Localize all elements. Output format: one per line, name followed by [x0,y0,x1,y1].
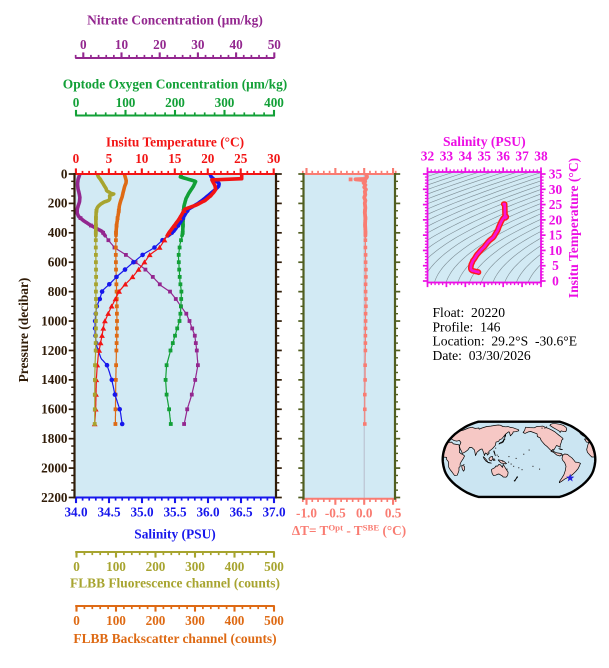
svg-text:20: 20 [153,37,167,52]
svg-text:5: 5 [106,151,113,166]
svg-text:15: 15 [549,228,563,243]
svg-text:10: 10 [135,151,149,166]
svg-text:36.0: 36.0 [196,505,219,520]
svg-text:10: 10 [549,243,563,258]
svg-text:1200: 1200 [41,343,68,358]
svg-text:100: 100 [106,613,126,628]
svg-text:20: 20 [549,212,563,227]
svg-text:300: 300 [185,559,205,574]
svg-text:34.5: 34.5 [97,505,120,520]
svg-text:25: 25 [549,197,563,212]
svg-text:0: 0 [73,613,80,628]
svg-text:50: 50 [268,37,282,52]
svg-text:37.0: 37.0 [262,505,285,520]
svg-text:0: 0 [73,559,80,574]
svg-text:35: 35 [478,149,492,164]
svg-text:FLBB Fluorescence channel (cou: FLBB Fluorescence channel (counts) [70,576,280,591]
svg-text:34: 34 [459,149,473,164]
svg-text:25: 25 [234,151,248,166]
svg-text:Salinity (PSU): Salinity (PSU) [443,134,526,150]
svg-text:500: 500 [264,559,284,574]
svg-text:35.0: 35.0 [130,505,153,520]
svg-text:0: 0 [61,166,68,181]
svg-text:Pressure (decibar): Pressure (decibar) [16,278,31,383]
svg-text:400: 400 [48,225,68,240]
svg-text:2000: 2000 [41,460,68,475]
svg-text:300: 300 [215,95,235,110]
svg-text:1800: 1800 [41,431,68,446]
svg-text:800: 800 [48,284,68,299]
svg-text:Date: 03/30/2026: Date: 03/30/2026 [433,348,531,363]
svg-text:1000: 1000 [41,313,68,328]
svg-text:30: 30 [267,151,281,166]
svg-text:35: 35 [549,167,563,182]
svg-text:2200: 2200 [41,490,68,505]
svg-text:500: 500 [264,613,284,628]
svg-text:10: 10 [115,37,129,52]
svg-text:-0.5: -0.5 [325,506,346,521]
svg-text:40: 40 [230,37,244,52]
svg-text:200: 200 [165,95,185,110]
svg-text:30: 30 [191,37,205,52]
svg-text:38: 38 [534,149,548,164]
svg-text:200: 200 [48,196,68,211]
svg-text:36: 36 [497,149,511,164]
svg-text:600: 600 [48,255,68,270]
svg-text:100: 100 [106,559,126,574]
svg-text:1600: 1600 [41,402,68,417]
svg-text:200: 200 [146,559,166,574]
svg-text:Optode Oxygen Concentration (μ: Optode Oxygen Concentration (μm/kg) [63,77,287,92]
svg-text:400: 400 [264,95,284,110]
svg-text:Nitrate Concentration (μm/kg): Nitrate Concentration (μm/kg) [87,13,263,28]
svg-text:32: 32 [421,149,435,164]
svg-text:35.5: 35.5 [163,505,186,520]
svg-text:200: 200 [146,613,166,628]
svg-text:Insitu Temperature (°C): Insitu Temperature (°C) [106,135,244,150]
svg-text:0: 0 [80,37,87,52]
svg-text:37: 37 [515,149,529,164]
svg-text:5: 5 [552,258,559,273]
svg-text:36.5: 36.5 [229,505,252,520]
svg-text:0: 0 [73,95,80,110]
svg-text:300: 300 [185,613,205,628]
svg-text:30: 30 [549,182,563,197]
svg-text:FLBB Backscatter channel (coun: FLBB Backscatter channel (counts) [73,631,276,646]
svg-text:15: 15 [168,151,182,166]
svg-text:33: 33 [440,149,454,164]
svg-text:0.0: 0.0 [356,506,373,521]
svg-text:ΔT= TOpt - TSBE (°C): ΔT= TOpt - TSBE (°C) [292,523,406,539]
svg-text:1400: 1400 [41,372,68,387]
svg-text:Insitu Temperature (°C): Insitu Temperature (°C) [566,158,582,298]
svg-text:400: 400 [225,613,245,628]
svg-text:100: 100 [116,95,136,110]
svg-text:0.5: 0.5 [385,506,402,521]
svg-text:-1.0: -1.0 [296,506,317,521]
svg-text:Float: 20220: Float: 20220 [433,305,506,320]
svg-text:0: 0 [552,274,559,289]
svg-text:20: 20 [201,151,215,166]
svg-text:Profile: 146: Profile: 146 [433,319,501,334]
svg-text:0: 0 [73,151,80,166]
svg-text:400: 400 [225,559,245,574]
svg-text:Salinity (PSU): Salinity (PSU) [134,527,215,542]
svg-text:34.0: 34.0 [64,505,87,520]
svg-text:Location: 29.2°S -30.6°E: Location: 29.2°S -30.6°E [433,334,578,349]
